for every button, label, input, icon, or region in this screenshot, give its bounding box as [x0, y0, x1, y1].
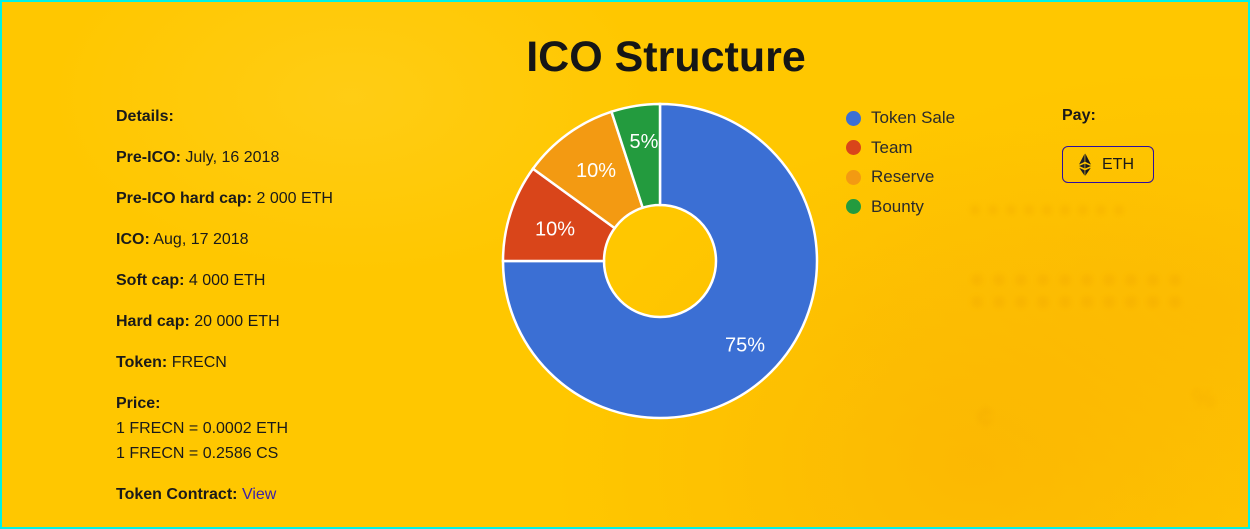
- svg-text:¢: ¢: [977, 401, 994, 434]
- svg-text:75%: 75%: [725, 335, 765, 357]
- svg-text:%: %: [1192, 383, 1215, 413]
- svg-text:10%: 10%: [535, 219, 575, 241]
- svg-text:5%: 5%: [630, 131, 659, 153]
- svg-text:10%: 10%: [576, 160, 616, 182]
